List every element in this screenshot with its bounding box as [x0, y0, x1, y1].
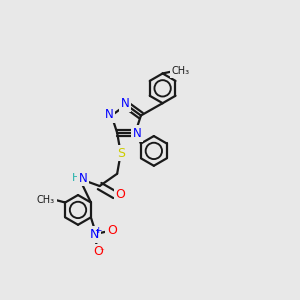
- Text: ⁻: ⁻: [100, 247, 105, 256]
- Text: S: S: [117, 147, 125, 160]
- Text: N: N: [90, 228, 99, 241]
- Text: N: N: [105, 108, 113, 122]
- Text: N: N: [133, 127, 142, 140]
- Text: H: H: [72, 173, 81, 183]
- Text: N: N: [79, 172, 87, 184]
- Text: CH₃: CH₃: [37, 194, 55, 205]
- Text: N: N: [121, 98, 129, 110]
- Text: O: O: [116, 188, 125, 202]
- Text: O: O: [107, 224, 117, 237]
- Text: +: +: [94, 226, 101, 235]
- Text: CH₃: CH₃: [172, 66, 190, 76]
- Text: O: O: [93, 245, 103, 258]
